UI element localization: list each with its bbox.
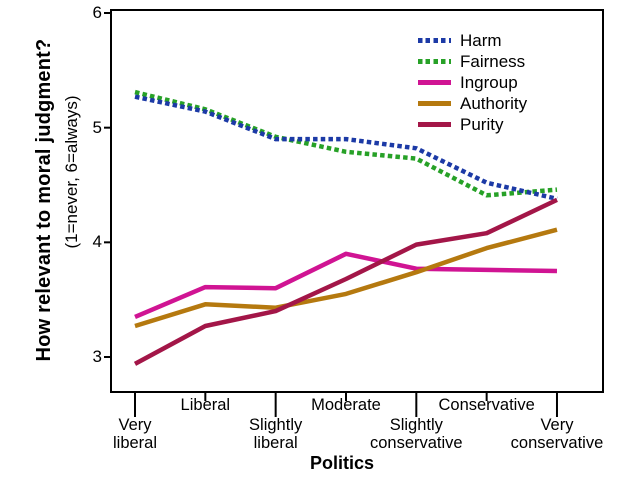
legend-item-authority: Authority [418,93,527,114]
y-tick-label: 3 [92,347,102,366]
y-tick-label: 5 [92,117,102,137]
legend-item-ingroup: Ingroup [418,72,527,93]
legend-swatch-fairness [418,59,451,64]
x-tick-label-line: Moderate [311,396,381,414]
series-line-fairness [134,89,558,198]
legend-swatch-ingroup [418,80,451,85]
x-tick-label-line: Conservative [438,396,535,414]
x-tick-label: Very liberal [60,416,210,452]
legend-swatch-purity [418,122,451,127]
y-tick-label: 6 [92,3,102,22]
x-tick-label-line: liberal [112,433,158,452]
y-axis-title: How relevant to moral judgment? [33,38,55,362]
x-tick-label: Liberal [130,396,280,415]
x-tick-label-line: Very [118,416,152,434]
x-tick-label: Slightly liberal [201,416,351,452]
x-tick-label-line: Very [540,416,574,434]
x-tick-label-line: Liberal [180,396,231,414]
x-tick-label: Conservative [412,396,562,415]
x-tick-label: Slightly conservative [341,416,491,452]
legend-label-fairness: Fairness [460,52,526,71]
series-line-ingroup [134,251,558,319]
legend-label-authority: Authority [460,94,528,113]
legend-label-purity: Purity [460,115,504,134]
legend-label-harm: Harm [460,31,502,50]
plot-frame [110,9,604,393]
x-tick-label-line: Slightly [389,416,443,434]
legend-item-purity: Purity [418,114,527,135]
x-tick-label-line: conservative [369,433,463,452]
x-tick-label: Moderate [271,396,421,415]
legend-item-harm: Harm [418,30,527,51]
x-tick-label-line: Slightly [249,416,303,434]
y-tick-label: 4 [92,232,102,252]
series-line-harm [134,94,558,201]
series-line-authority [134,227,558,329]
x-tick-label-line: conservative [510,433,604,452]
x-tick-label: Very conservative [482,416,632,452]
x-tick-label-line: liberal [253,433,298,452]
legend-swatch-harm [418,38,451,43]
series-line-purity [133,197,558,366]
legend-swatch-authority [418,101,451,106]
legend-item-fairness: Fairness [418,51,527,72]
legend: Harm Fairness Ingroup Authority Purity [418,30,527,135]
x-axis-title: Politics [309,453,375,473]
legend-label-ingroup: Ingroup [460,73,518,92]
